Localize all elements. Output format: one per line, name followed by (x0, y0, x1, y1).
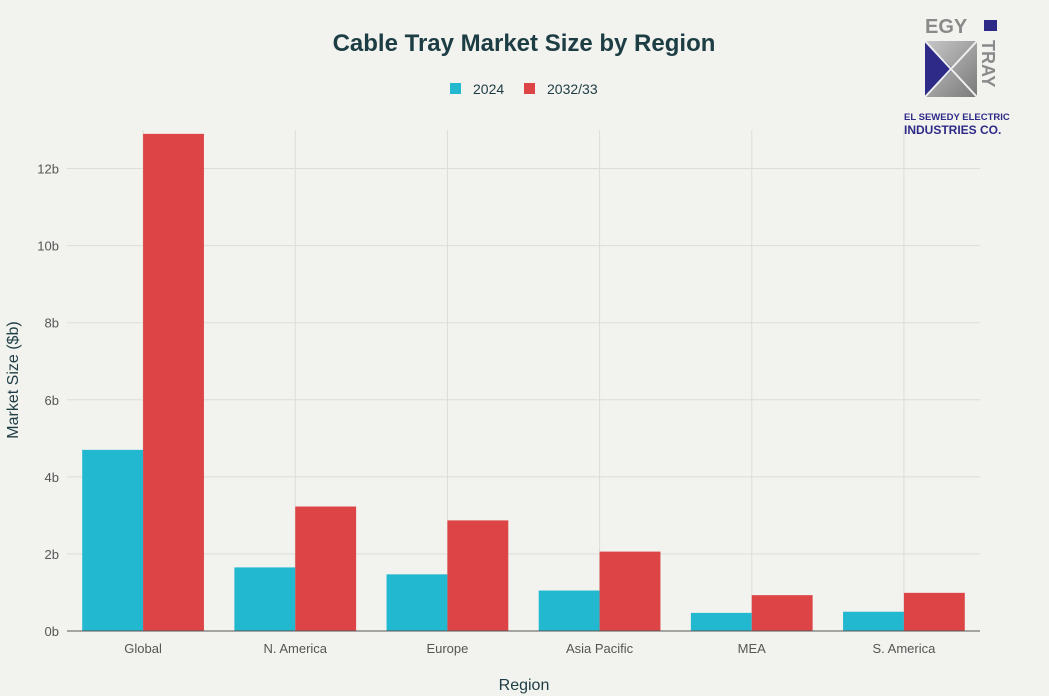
logo-company-line2: INDUSTRIES CO. (904, 123, 1001, 137)
y-tick-label: 12b (37, 162, 59, 177)
x-tick-label: S. America (872, 641, 936, 656)
logo-triangle-icon (925, 41, 953, 97)
chart-title: Cable Tray Market Size by Region (333, 30, 716, 57)
logo-square-icon (984, 20, 997, 31)
legend-label-2024: 2024 (473, 81, 504, 97)
bar-mea-2032-33[interactable] (751, 595, 813, 631)
bar-asia-pacific-2032-33[interactable] (599, 551, 661, 631)
logo-company-line1: EL SEWEDY ELECTRIC (904, 112, 1010, 123)
axes: 0b 2b 4b 6b 8b 10b 12b Global N. America Europe As… (37, 162, 980, 656)
legend-swatch-2032-33 (524, 83, 535, 94)
bars (82, 133, 965, 631)
y-tick-label: 2b (45, 547, 59, 562)
legend-swatch-2024 (450, 83, 461, 94)
legend-item-2032-33[interactable]: 2032/33 (524, 81, 598, 97)
y-axis-title: Market Size ($b) (5, 321, 22, 438)
company-logo: EGY TRAY EL SEWEDY ELECTRIC INDUSTRIES C… (904, 16, 1010, 137)
x-tick-label: Asia Pacific (566, 641, 634, 656)
legend: 2024 2032/33 (450, 81, 598, 97)
bar-asia-pacific-2024[interactable] (538, 590, 600, 631)
bar-n-america-2032-33[interactable] (295, 506, 357, 631)
grid (67, 130, 980, 631)
bar-s-america-2032-33[interactable] (903, 592, 965, 631)
legend-label-2032-33: 2032/33 (547, 81, 598, 97)
bar-global-2032-33[interactable] (143, 133, 204, 631)
x-tick-label: Europe (426, 641, 468, 656)
x-axis-title: Region (499, 677, 550, 694)
x-tick-label: MEA (738, 641, 767, 656)
y-tick-label: 10b (37, 239, 59, 254)
y-tick-label: 8b (45, 316, 59, 331)
y-tick-label: 4b (45, 470, 59, 485)
y-tick-label: 6b (45, 393, 59, 408)
bar-mea-2024[interactable] (690, 612, 752, 631)
bar-s-america-2024[interactable] (843, 611, 904, 631)
legend-item-2024[interactable]: 2024 (450, 81, 504, 97)
logo-top-text: EGY (925, 16, 968, 38)
x-tick-label: N. America (263, 641, 327, 656)
logo-side-text: TRAY (978, 40, 998, 87)
bar-europe-2032-33[interactable] (447, 520, 509, 631)
y-tick-label: 0b (45, 624, 59, 639)
bar-global-2024[interactable] (82, 449, 144, 631)
x-tick-label: Global (124, 641, 162, 656)
bar-n-america-2024[interactable] (234, 567, 296, 631)
bar-europe-2024[interactable] (386, 574, 448, 631)
